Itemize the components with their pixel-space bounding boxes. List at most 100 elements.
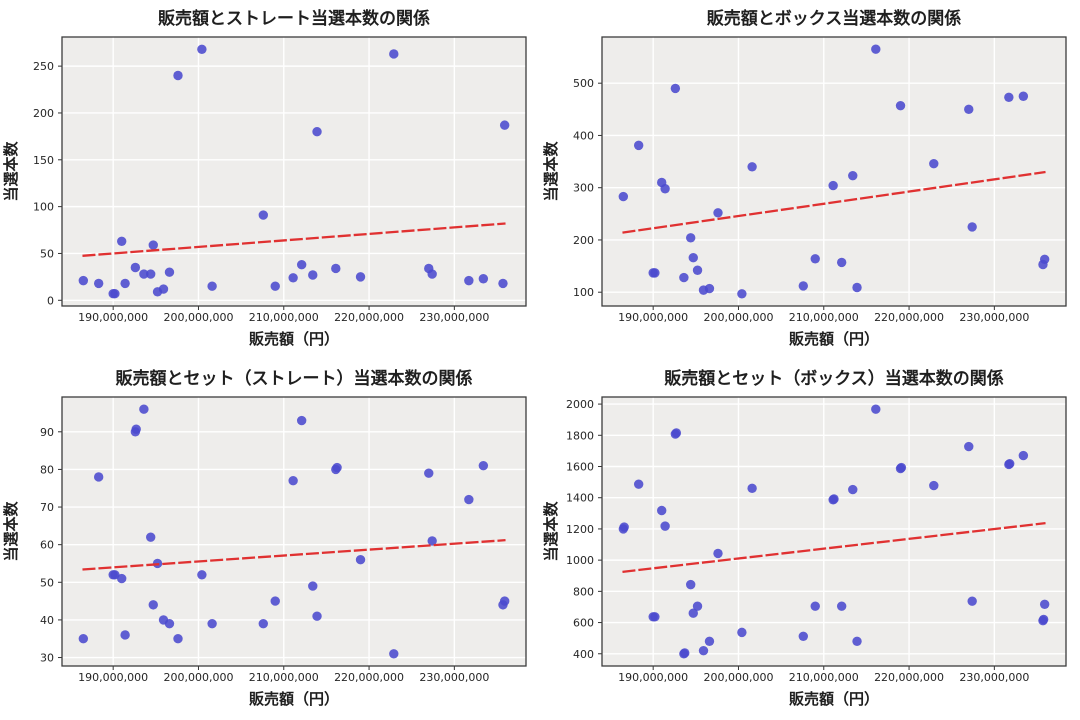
data-point <box>633 479 644 489</box>
tick-marks <box>58 431 455 670</box>
data-point <box>296 259 307 270</box>
data-point <box>258 210 268 220</box>
data-point <box>331 263 341 274</box>
data-point <box>671 428 682 438</box>
x-tick-label: 200,000,000 <box>703 311 773 324</box>
data-point <box>164 267 175 277</box>
y-tick-label: 40 <box>40 614 54 627</box>
x-tick-label: 190,000,000 <box>618 671 688 684</box>
y-axis-label: 当選本数 <box>2 141 20 202</box>
plot-border <box>61 36 527 307</box>
data-point <box>427 269 437 279</box>
y-axis-label: 当選本数 <box>542 141 560 202</box>
x-tick-label: 230,000,000 <box>419 671 489 684</box>
scatter-points <box>618 404 1050 659</box>
data-point <box>967 596 977 606</box>
data-point <box>852 636 862 646</box>
y-tick-label: 200 <box>33 107 54 120</box>
data-point <box>258 618 268 629</box>
plot-border <box>601 396 1067 667</box>
data-point <box>698 645 709 656</box>
scatter-plot-set-straight-svg: 190,000,000 200,000,000 210,000,000 220,000… <box>2 368 527 708</box>
y-tick-label: 400 <box>573 129 594 142</box>
data-point <box>896 462 907 473</box>
x-tick-label: 210,000,000 <box>249 671 319 684</box>
data-point <box>173 634 183 644</box>
y-tick-label: 1000 <box>566 554 594 567</box>
x-tick-label: 210,000,000 <box>789 311 859 324</box>
data-point <box>929 480 939 491</box>
data-point <box>117 573 127 584</box>
data-point <box>704 283 715 294</box>
x-axis-label: 販売額（円） <box>789 690 879 708</box>
y-tick-label: 300 <box>573 182 594 195</box>
x-tick-label: 230,000,000 <box>959 311 1029 324</box>
y-axis-label: 当選本数 <box>542 501 560 562</box>
data-point <box>270 596 280 606</box>
data-point <box>312 611 322 621</box>
data-point <box>139 404 149 414</box>
data-point <box>288 273 298 283</box>
plot-area <box>62 37 526 306</box>
y-tick-label: 60 <box>40 539 54 552</box>
x-axis-label: 販売額（円） <box>249 690 339 708</box>
data-point <box>964 441 974 452</box>
x-tick-label: 200,000,000 <box>163 311 233 324</box>
trend-line <box>622 170 1046 234</box>
data-point <box>78 275 89 286</box>
scatter-points <box>618 44 1050 299</box>
y-tick-label: 400 <box>573 648 594 661</box>
data-point <box>657 505 667 516</box>
x-axis-label: 販売額（円） <box>249 330 339 348</box>
data-point <box>499 120 510 130</box>
data-point <box>93 278 104 289</box>
data-point <box>680 648 690 658</box>
data-point <box>478 460 489 471</box>
y-tick-label: 600 <box>573 617 594 630</box>
scatter-plot-set-box: 190,000,000 200,000,000 210,000,000 220,000… <box>540 360 1080 720</box>
gridlines <box>62 397 526 666</box>
data-point <box>308 270 318 280</box>
data-point <box>929 158 939 169</box>
data-point <box>130 262 141 273</box>
data-point <box>713 548 723 559</box>
data-point <box>288 476 298 486</box>
data-point <box>895 100 906 111</box>
y-tick-label: 500 <box>573 77 594 90</box>
data-point <box>464 275 474 286</box>
data-point <box>852 282 862 293</box>
y-tick-label: 100 <box>33 201 54 214</box>
data-point <box>686 579 696 590</box>
y-tick-label: 2000 <box>566 398 594 411</box>
data-point <box>1039 254 1050 264</box>
data-point <box>810 601 820 611</box>
data-point <box>747 162 757 172</box>
scatter-plot-straight: 190,000,000 200,000,000 210,000,000 220,000… <box>0 0 540 360</box>
y-tick-label: 90 <box>40 426 54 439</box>
data-point <box>871 44 881 54</box>
data-point <box>704 636 715 646</box>
data-point <box>688 253 698 263</box>
data-point <box>836 257 847 268</box>
plot-border <box>61 396 527 667</box>
data-point <box>660 521 670 531</box>
data-point <box>131 424 141 434</box>
gridlines <box>602 397 1066 666</box>
y-tick-label: 1600 <box>566 461 594 474</box>
data-point <box>308 581 318 591</box>
gridlines <box>62 37 526 306</box>
tick-marks <box>598 403 995 670</box>
data-point <box>1018 91 1029 101</box>
data-point <box>670 83 681 94</box>
scatter-plot-set-box-svg: 190,000,000 200,000,000 210,000,000 220,000… <box>542 368 1067 708</box>
trend-line <box>622 522 1046 573</box>
y-tick-label: 50 <box>40 576 54 589</box>
data-point <box>618 191 629 202</box>
data-point <box>633 140 644 151</box>
data-point <box>110 289 120 299</box>
data-point <box>829 494 839 504</box>
data-point <box>798 281 808 291</box>
data-point <box>650 268 660 278</box>
x-tick-label: 210,000,000 <box>789 671 859 684</box>
